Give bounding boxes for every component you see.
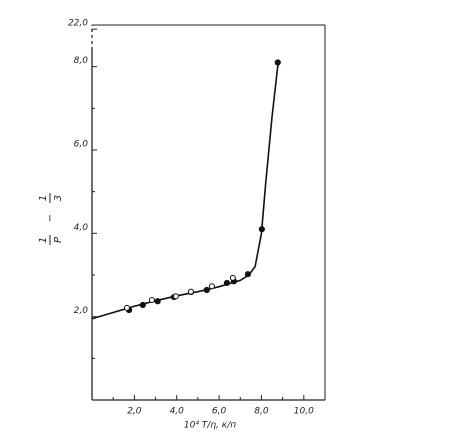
x-tick-label: 2,0 xyxy=(127,407,142,417)
open-point xyxy=(187,288,194,295)
x-tick-label: 10,0 xyxy=(294,407,314,417)
filled-point xyxy=(203,286,210,294)
y-tick-label: 8,0 xyxy=(74,56,89,66)
open-point xyxy=(208,283,215,290)
y-label-den: 3 xyxy=(53,195,64,201)
y-label-num: 1 xyxy=(38,195,49,201)
open-point xyxy=(229,274,236,281)
curve xyxy=(91,60,280,320)
y-tick-label: 22,0 xyxy=(68,19,88,29)
filled-point xyxy=(244,271,251,278)
y-label-den: P xyxy=(53,236,64,243)
y-label-num: 1 xyxy=(38,237,49,243)
y-tick-label: 2,0 xyxy=(74,306,89,316)
open-point xyxy=(123,304,130,311)
x-tick-label: 4,0 xyxy=(170,407,185,417)
filled-point xyxy=(154,298,161,305)
x-axis-label: 10⁴ T/η, к/п xyxy=(184,421,236,431)
y-tick-label: 6,0 xyxy=(74,140,89,150)
x-tick-label: 8,0 xyxy=(254,407,269,417)
filled-point xyxy=(223,279,231,287)
filled-point xyxy=(274,59,281,66)
filled-point xyxy=(139,301,146,309)
open-point xyxy=(148,297,155,303)
y-tick-label: 4,0 xyxy=(74,223,89,233)
y-axis-label: 1 P − 1 3 xyxy=(38,193,64,245)
open-point xyxy=(172,293,179,300)
y-label-operator: − xyxy=(45,214,56,222)
filled-point xyxy=(258,226,265,233)
x-tick-label: 6,0 xyxy=(212,407,227,417)
